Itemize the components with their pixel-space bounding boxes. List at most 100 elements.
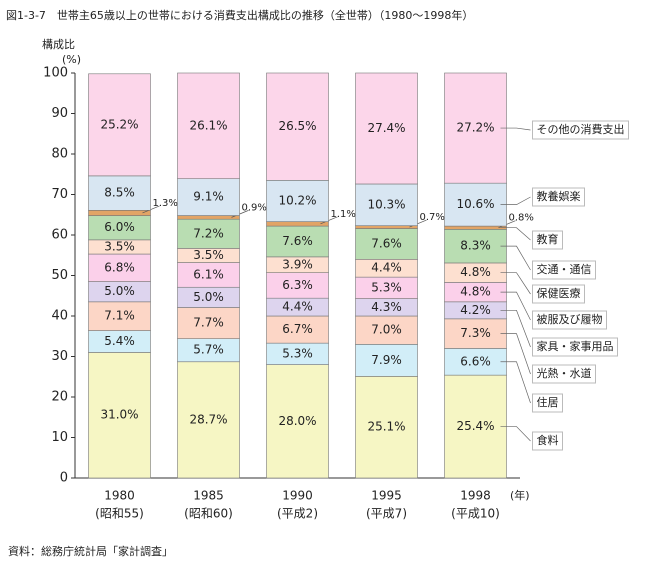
- label-leader: [498, 220, 516, 229]
- x-axis-unit: (年): [510, 488, 530, 502]
- x-tick-sublabel: (平成7): [366, 507, 407, 521]
- value-label: 26.5%: [278, 119, 316, 133]
- value-label: 5.0%: [193, 290, 224, 304]
- y-axis-unit: (%): [62, 53, 81, 66]
- legend-label: 教養娯楽: [537, 189, 581, 203]
- bar-segment: [177, 262, 240, 288]
- value-label: 7.9%: [371, 353, 402, 367]
- legend-leader: [500, 272, 531, 295]
- legend-box: [532, 230, 563, 250]
- value-label: 4.4%: [282, 300, 313, 314]
- value-label: 8.3%: [460, 239, 491, 253]
- legend-leader: [500, 361, 531, 404]
- bar-segment: [355, 376, 418, 479]
- value-label: 7.6%: [371, 236, 402, 250]
- value-label: 4.4%: [371, 261, 402, 275]
- legend-label: 食料: [537, 433, 559, 447]
- legend-label: 教育: [537, 232, 559, 246]
- bar-segment: [355, 72, 418, 185]
- value-label: 25.2%: [100, 117, 138, 131]
- bar-segment: [266, 72, 329, 181]
- bar-segment: [88, 209, 151, 216]
- value-label: 10.6%: [456, 197, 494, 211]
- x-tick-label: 1998: [460, 489, 491, 503]
- value-label: 5.3%: [282, 346, 313, 360]
- value-label: 3.5%: [193, 248, 224, 262]
- bar-segment: [266, 180, 329, 222]
- y-axis-label: 構成比: [42, 38, 75, 51]
- value-label: 0.7%: [420, 212, 445, 223]
- legend-leader: [500, 127, 531, 131]
- value-label: 26.1%: [189, 118, 227, 132]
- y-tick-label: 30: [51, 349, 68, 364]
- value-label: 4.3%: [371, 300, 402, 314]
- x-tick-sublabel: (昭和60): [184, 507, 233, 521]
- y-tick-label: 80: [51, 147, 68, 162]
- legend-box: [532, 120, 629, 140]
- bar-segment: [88, 73, 151, 177]
- value-label: 6.8%: [104, 260, 135, 274]
- value-label: 7.6%: [282, 234, 313, 248]
- bar-segment: [355, 225, 418, 229]
- bar-segment: [444, 182, 507, 227]
- value-label: 8.5%: [104, 186, 135, 200]
- legend-label: その他の消費支出: [537, 122, 625, 136]
- x-tick-sublabel: (平成10): [451, 507, 500, 521]
- y-tick-label: 90: [51, 106, 68, 121]
- y-tick-label: 50: [51, 268, 68, 283]
- legend-label: 被服及び履物: [537, 312, 603, 326]
- value-label: 0.9%: [242, 202, 267, 213]
- y-tick-label: 20: [51, 390, 68, 405]
- value-label: 5.0%: [104, 284, 135, 298]
- legend-label: 家具・家事用品: [537, 339, 614, 353]
- value-label: 4.8%: [460, 285, 491, 299]
- bar-segment: [266, 315, 329, 344]
- value-label: 27.4%: [367, 121, 405, 135]
- value-label: 25.1%: [367, 420, 405, 434]
- x-tick-sublabel: (昭和55): [95, 507, 144, 521]
- bar-segment: [355, 315, 418, 345]
- legend-box: [532, 364, 596, 384]
- x-tick-label: 1985: [193, 489, 224, 503]
- bar-segment: [444, 348, 507, 376]
- legend-box: [532, 310, 607, 330]
- bar-segment: [88, 175, 151, 211]
- value-label: 28.7%: [189, 412, 227, 426]
- value-label: 3.5%: [104, 239, 135, 253]
- source-note: 資料：総務庁統計局「家計調査」: [8, 544, 173, 558]
- value-label: 25.4%: [456, 419, 494, 433]
- bar-segment: [355, 228, 418, 260]
- y-tick-label: 40: [51, 309, 68, 324]
- y-tick-label: 70: [51, 187, 68, 202]
- value-label: 0.8%: [509, 213, 534, 224]
- value-label: 7.3%: [460, 326, 491, 340]
- label-leader: [142, 205, 160, 214]
- value-label: 4.8%: [460, 265, 491, 279]
- value-label: 7.2%: [193, 226, 224, 240]
- value-label: 6.7%: [282, 322, 313, 336]
- value-label: 10.3%: [367, 197, 405, 211]
- legend-leader: [500, 333, 531, 375]
- legend-leader: [500, 196, 531, 205]
- value-label: 31.0%: [100, 408, 138, 422]
- legend-leader: [500, 291, 531, 321]
- value-label: 7.7%: [193, 316, 224, 330]
- bar-segment: [444, 72, 507, 184]
- value-label: 7.1%: [104, 309, 135, 323]
- value-label: 3.9%: [282, 257, 313, 271]
- bar-segment: [177, 218, 240, 249]
- value-label: 4.2%: [460, 303, 491, 317]
- x-tick-sublabel: (平成2): [277, 507, 318, 521]
- label-leader: [320, 216, 338, 225]
- bar-segment: [355, 183, 418, 226]
- y-tick-label: 0: [60, 471, 68, 486]
- legend-leader: [500, 227, 531, 241]
- bar-segment: [177, 361, 240, 479]
- legend-box: [532, 393, 563, 413]
- legend-box: [532, 337, 618, 357]
- bar-segment: [444, 374, 507, 479]
- legend-leader: [500, 426, 531, 442]
- value-label: 5.3%: [371, 280, 402, 294]
- label-leader: [231, 210, 249, 218]
